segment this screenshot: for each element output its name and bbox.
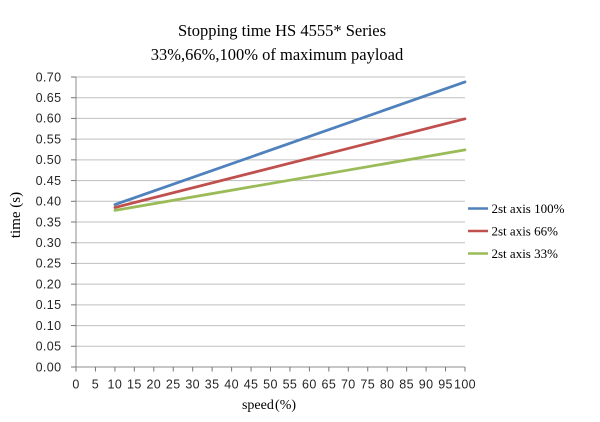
svg-text:0.15: 0.15 bbox=[36, 298, 62, 312]
svg-text:2st axis 66%: 2st axis 66% bbox=[492, 224, 559, 239]
svg-text:0.25: 0.25 bbox=[36, 257, 62, 271]
svg-text:0.30: 0.30 bbox=[36, 236, 62, 250]
svg-text:50: 50 bbox=[263, 378, 278, 392]
svg-text:10: 10 bbox=[108, 378, 123, 392]
svg-text:85: 85 bbox=[399, 378, 414, 392]
svg-text:0.70: 0.70 bbox=[36, 70, 62, 84]
svg-text:0.45: 0.45 bbox=[36, 174, 62, 188]
svg-text:5: 5 bbox=[92, 378, 99, 392]
svg-text:0.40: 0.40 bbox=[36, 195, 62, 209]
svg-text:0.05: 0.05 bbox=[36, 340, 62, 354]
svg-text:0.10: 0.10 bbox=[36, 319, 62, 333]
svg-text:time (s): time (s) bbox=[8, 192, 24, 238]
svg-text:0.65: 0.65 bbox=[36, 91, 62, 105]
svg-text:35: 35 bbox=[205, 378, 220, 392]
svg-text:80: 80 bbox=[380, 378, 395, 392]
svg-text:0.20: 0.20 bbox=[36, 277, 62, 291]
svg-text:55: 55 bbox=[283, 378, 298, 392]
svg-text:0.00: 0.00 bbox=[36, 360, 62, 374]
svg-text:15: 15 bbox=[127, 378, 142, 392]
svg-text:speed (%): speed (%) bbox=[242, 398, 296, 413]
svg-text:95: 95 bbox=[438, 378, 453, 392]
svg-text:2st axis 33%: 2st axis 33% bbox=[492, 246, 559, 261]
svg-text:60: 60 bbox=[302, 378, 317, 392]
svg-text:0.55: 0.55 bbox=[36, 132, 62, 146]
svg-text:0.50: 0.50 bbox=[36, 153, 62, 167]
svg-text:75: 75 bbox=[360, 378, 375, 392]
svg-text:100: 100 bbox=[454, 378, 476, 392]
svg-text:20: 20 bbox=[146, 378, 161, 392]
svg-text:0.60: 0.60 bbox=[36, 112, 62, 126]
svg-text:90: 90 bbox=[419, 378, 434, 392]
svg-text:33%,66%,100% of maximum payloa: 33%,66%,100% of maximum payload bbox=[151, 45, 404, 64]
svg-text:0.35: 0.35 bbox=[36, 215, 62, 229]
svg-text:65: 65 bbox=[321, 378, 336, 392]
svg-text:25: 25 bbox=[166, 378, 181, 392]
svg-text:Stopping time HS 4555* Series: Stopping time HS 4555* Series bbox=[178, 21, 386, 40]
svg-text:45: 45 bbox=[244, 378, 259, 392]
svg-text:30: 30 bbox=[185, 378, 200, 392]
svg-text:2st axis 100%: 2st axis 100% bbox=[492, 201, 565, 216]
svg-text:70: 70 bbox=[341, 378, 356, 392]
svg-text:0: 0 bbox=[72, 378, 79, 392]
svg-text:40: 40 bbox=[224, 378, 239, 392]
